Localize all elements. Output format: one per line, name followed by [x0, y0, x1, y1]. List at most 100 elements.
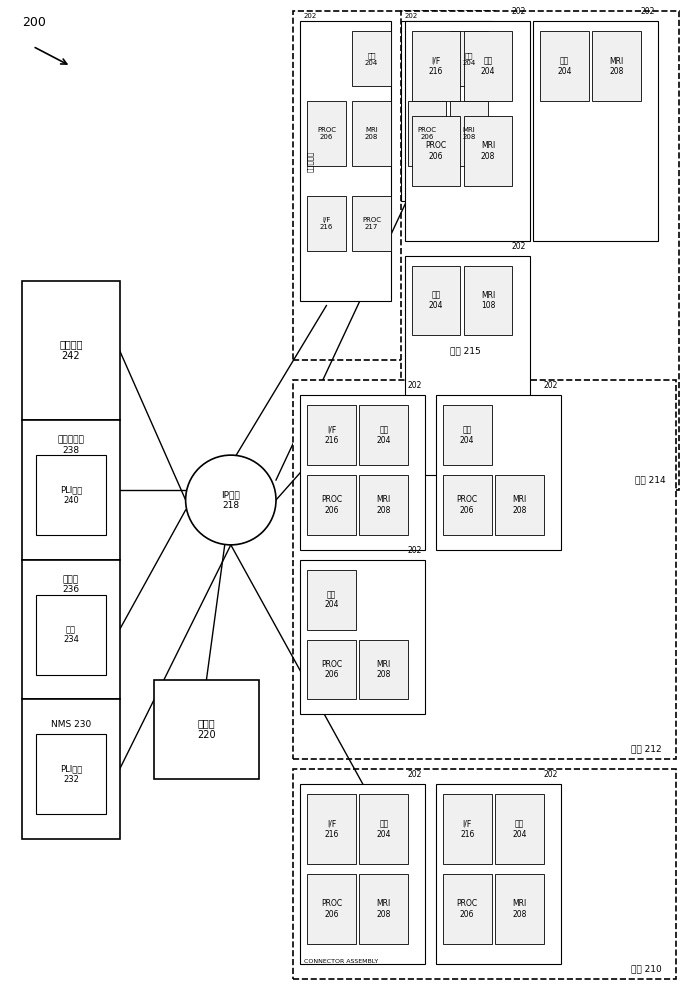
FancyBboxPatch shape — [436, 784, 561, 964]
Text: 端口
204: 端口 204 — [325, 590, 339, 609]
Text: MRI
208: MRI 208 — [365, 127, 378, 140]
Text: PROC
206: PROC 206 — [425, 141, 447, 161]
Text: 连接器组装: 连接器组装 — [307, 150, 314, 172]
FancyBboxPatch shape — [412, 31, 460, 101]
Text: 202: 202 — [543, 770, 558, 779]
Text: CONNECTOR ASSEMBLY: CONNECTOR ASSEMBLY — [304, 959, 378, 964]
FancyBboxPatch shape — [22, 699, 119, 839]
Text: 配置 210: 配置 210 — [631, 964, 662, 973]
Text: MRI
208: MRI 208 — [462, 127, 475, 140]
FancyBboxPatch shape — [307, 405, 356, 465]
FancyBboxPatch shape — [293, 11, 495, 360]
Text: IP网络
218: IP网络 218 — [221, 490, 240, 510]
Text: I/F
216: I/F 216 — [429, 57, 443, 76]
FancyBboxPatch shape — [463, 266, 512, 335]
FancyBboxPatch shape — [307, 101, 346, 166]
FancyBboxPatch shape — [436, 395, 561, 550]
Text: 互联网设备
238: 互联网设备 238 — [57, 435, 84, 455]
Text: 端口
204: 端口 204 — [365, 52, 378, 66]
Text: 端口
204: 端口 204 — [557, 57, 572, 76]
FancyBboxPatch shape — [443, 475, 491, 535]
Text: I/F
216: I/F 216 — [320, 217, 333, 230]
Text: I/F
216: I/F 216 — [325, 819, 339, 839]
Text: MRI
108: MRI 108 — [481, 291, 496, 310]
Text: PROC
206: PROC 206 — [456, 899, 477, 919]
Text: 202: 202 — [408, 770, 422, 779]
Text: PROC
206: PROC 206 — [456, 495, 477, 515]
FancyBboxPatch shape — [352, 101, 391, 166]
FancyBboxPatch shape — [450, 101, 488, 166]
FancyBboxPatch shape — [307, 570, 356, 630]
Text: 202: 202 — [512, 7, 526, 16]
Text: MRI
208: MRI 208 — [512, 899, 526, 919]
Text: 聚合点
220: 聚合点 220 — [197, 719, 216, 740]
Text: I/F
216: I/F 216 — [325, 425, 339, 445]
Text: 202: 202 — [405, 13, 418, 19]
FancyBboxPatch shape — [352, 196, 391, 251]
Text: PROC
206: PROC 206 — [317, 127, 336, 140]
FancyBboxPatch shape — [408, 101, 446, 166]
Ellipse shape — [186, 455, 276, 545]
FancyBboxPatch shape — [293, 380, 676, 759]
FancyBboxPatch shape — [463, 31, 512, 101]
Text: MRI
208: MRI 208 — [377, 660, 391, 679]
FancyBboxPatch shape — [359, 405, 408, 465]
Text: NMS 230: NMS 230 — [51, 720, 91, 729]
FancyBboxPatch shape — [412, 266, 460, 335]
Text: 202: 202 — [641, 7, 655, 16]
FancyBboxPatch shape — [300, 784, 426, 964]
FancyBboxPatch shape — [405, 21, 530, 241]
FancyBboxPatch shape — [540, 31, 589, 101]
FancyBboxPatch shape — [36, 734, 105, 814]
Text: 端口
204: 端口 204 — [481, 57, 496, 76]
Text: MRI
208: MRI 208 — [512, 495, 526, 515]
Text: 202: 202 — [304, 13, 317, 19]
Text: 端口
204: 端口 204 — [462, 52, 475, 66]
FancyBboxPatch shape — [443, 405, 491, 465]
Text: MRI
208: MRI 208 — [481, 141, 496, 161]
FancyBboxPatch shape — [359, 794, 408, 864]
Text: 202: 202 — [543, 381, 558, 390]
Text: 200: 200 — [22, 16, 46, 29]
Text: 端口
204: 端口 204 — [376, 425, 391, 445]
Text: PROC
206: PROC 206 — [321, 899, 342, 919]
FancyBboxPatch shape — [443, 874, 491, 944]
Text: I/F
216: I/F 216 — [460, 819, 475, 839]
FancyBboxPatch shape — [22, 420, 119, 560]
FancyBboxPatch shape — [154, 680, 259, 779]
FancyBboxPatch shape — [495, 794, 544, 864]
FancyBboxPatch shape — [359, 874, 408, 944]
Text: 端口
204: 端口 204 — [376, 819, 391, 839]
FancyBboxPatch shape — [443, 794, 491, 864]
FancyBboxPatch shape — [307, 874, 356, 944]
FancyBboxPatch shape — [36, 595, 105, 675]
FancyBboxPatch shape — [307, 196, 346, 251]
Text: 端口
204: 端口 204 — [429, 291, 443, 310]
FancyBboxPatch shape — [401, 21, 491, 201]
Text: MRI
208: MRI 208 — [377, 495, 391, 515]
Text: MRI
208: MRI 208 — [609, 57, 624, 76]
Text: PLI功能
232: PLI功能 232 — [60, 765, 82, 784]
FancyBboxPatch shape — [36, 455, 105, 535]
Text: 端口
204: 端口 204 — [460, 425, 475, 445]
FancyBboxPatch shape — [450, 31, 488, 86]
FancyBboxPatch shape — [300, 395, 426, 550]
FancyBboxPatch shape — [22, 281, 119, 420]
FancyBboxPatch shape — [401, 11, 679, 490]
Text: 配置 212: 配置 212 — [631, 745, 662, 754]
FancyBboxPatch shape — [300, 21, 391, 301]
Text: PLI功能
240: PLI功能 240 — [60, 485, 82, 505]
FancyBboxPatch shape — [533, 21, 658, 241]
Text: 计算机
236: 计算机 236 — [62, 575, 80, 594]
Text: PROC
217: PROC 217 — [362, 217, 381, 230]
FancyBboxPatch shape — [307, 794, 356, 864]
Text: 应用
234: 应用 234 — [63, 625, 79, 644]
Text: MRI
208: MRI 208 — [377, 899, 391, 919]
FancyBboxPatch shape — [293, 769, 676, 979]
FancyBboxPatch shape — [352, 31, 391, 86]
Text: 配置 214: 配置 214 — [634, 476, 665, 485]
FancyBboxPatch shape — [307, 640, 356, 699]
FancyBboxPatch shape — [300, 560, 426, 714]
FancyBboxPatch shape — [412, 116, 460, 186]
Text: 配置 215: 配置 215 — [450, 346, 481, 355]
